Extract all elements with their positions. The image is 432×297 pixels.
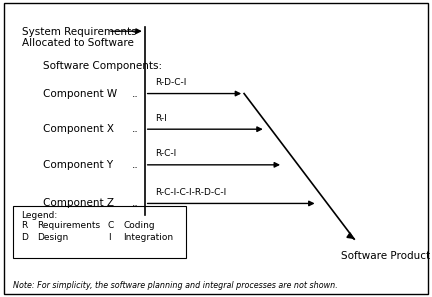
Text: ..: .. (132, 124, 139, 134)
Text: Requirements: Requirements (37, 221, 100, 230)
Text: Legend:: Legend: (22, 211, 58, 220)
Text: C: C (108, 221, 114, 230)
Text: R-C-I-C-I-R-D-C-I: R-C-I-C-I-R-D-C-I (155, 188, 226, 197)
Text: ..: .. (132, 160, 139, 170)
Text: Coding: Coding (123, 221, 155, 230)
Text: Component X: Component X (43, 124, 114, 134)
Text: D: D (22, 233, 29, 242)
Text: Design: Design (37, 233, 68, 242)
Text: R-I: R-I (155, 114, 166, 123)
Text: R-C-I: R-C-I (155, 149, 176, 158)
Text: System Requirements
Allocated to Software: System Requirements Allocated to Softwar… (22, 27, 136, 48)
Text: ..: .. (132, 89, 139, 99)
Text: Component Z: Component Z (43, 198, 114, 208)
Text: Software Product: Software Product (341, 251, 430, 261)
Text: ..: .. (132, 198, 139, 208)
Text: Component W: Component W (43, 89, 118, 99)
Text: Software Components:: Software Components: (43, 61, 162, 71)
Text: I: I (108, 233, 111, 242)
Text: Note: For simplicity, the software planning and integral processes are not shown: Note: For simplicity, the software plann… (13, 281, 338, 290)
Text: R-D-C-I: R-D-C-I (155, 78, 186, 87)
Text: Integration: Integration (123, 233, 173, 242)
Text: R: R (22, 221, 28, 230)
Text: Component Y: Component Y (43, 160, 113, 170)
